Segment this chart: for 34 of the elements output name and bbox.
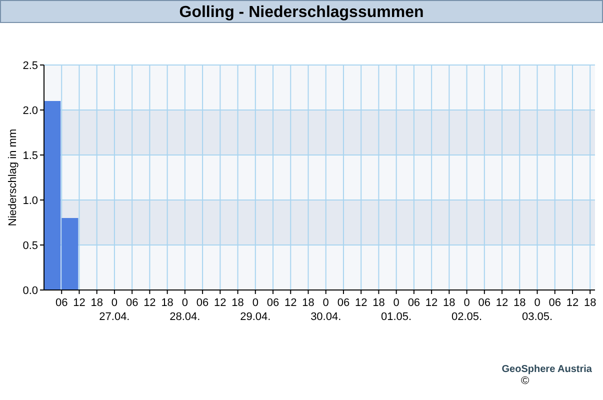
y-tick-label: 0.0 <box>22 285 38 297</box>
y-tick-label: 1.5 <box>22 150 38 162</box>
x-tick-label: 12 <box>214 297 226 309</box>
x-tick-label: 12 <box>566 297 579 309</box>
x-tick-label: 06 <box>266 297 280 309</box>
x-tick-label: 12 <box>284 297 297 309</box>
x-tick-label: 18 <box>302 297 314 309</box>
y-tick-label: 0.5 <box>22 240 38 252</box>
x-tick-label: 06 <box>478 297 491 309</box>
x-tick-label: 06 <box>55 297 68 309</box>
x-tick-label: 12 <box>425 297 438 309</box>
x-tick-label: 12 <box>496 297 508 309</box>
x-tick-label: 18 <box>90 297 103 309</box>
x-tick-label: 06 <box>196 297 209 309</box>
x-tick-label: 18 <box>161 297 174 309</box>
x-tick-label: 18 <box>584 297 596 309</box>
y-tick-label: 2.0 <box>22 105 38 117</box>
x-tick-label: 12 <box>144 297 156 309</box>
text: © <box>520 375 530 387</box>
x-tick-label: 18 <box>514 297 526 309</box>
x-tick-label: 18 <box>443 297 456 309</box>
y-tick-label: 2.5 <box>22 60 38 72</box>
x-tick-label: 06 <box>548 297 561 309</box>
chart-title: Golling - Niederschlagssummen <box>179 4 424 21</box>
x-tick-label: 18 <box>232 297 244 309</box>
text: GeoSphere Austria <box>502 364 592 375</box>
x-tick-label: 12 <box>73 297 86 309</box>
y-axis-title: Niederschlag in mm <box>7 128 19 226</box>
x-tick-label: 18 <box>372 297 385 309</box>
x-tick-label: 12 <box>354 297 368 309</box>
x-tick-label: 06 <box>126 297 138 309</box>
y-tick-label: 1.0 <box>22 195 38 207</box>
x-tick-label: 06 <box>337 297 350 309</box>
x-tick-label: 06 <box>408 297 420 309</box>
